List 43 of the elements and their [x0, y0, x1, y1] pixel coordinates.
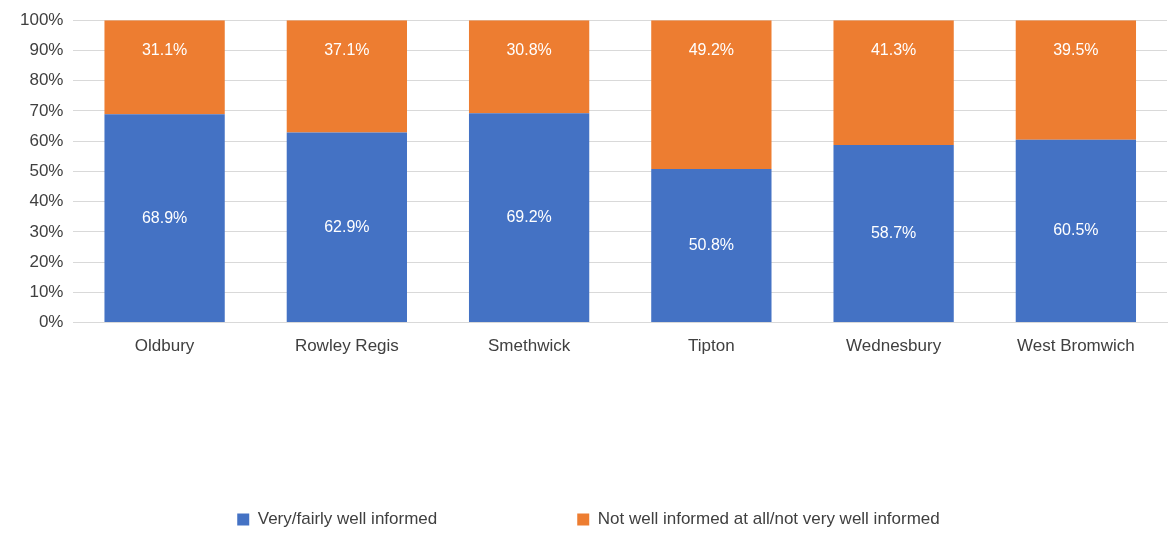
x-tick-label: Tipton: [688, 336, 735, 356]
bar: [833, 145, 954, 323]
legend-label: Very/fairly well informed: [257, 509, 438, 529]
y-tick-label: 20%: [29, 251, 64, 271]
bar: [286, 20, 407, 133]
bar: [651, 168, 772, 323]
y-tick-label: 90%: [29, 40, 64, 60]
data-label: 69.2%: [506, 208, 552, 226]
y-tick-label: 60%: [29, 130, 64, 150]
bar: [468, 20, 590, 114]
x-tick-label: Rowley Regis: [294, 336, 399, 356]
y-tick-label: 80%: [29, 70, 64, 90]
y-tick-label: 100%: [20, 9, 64, 29]
bar: [104, 114, 225, 323]
y-tick-label: 50%: [29, 161, 64, 181]
x-tick-label: Oldbury: [134, 336, 195, 356]
y-tick-label: 0%: [38, 312, 64, 332]
y-tick-label: 30%: [29, 221, 64, 241]
x-tick-label: West Bromwich: [1016, 336, 1135, 356]
y-tick-label: 70%: [29, 100, 64, 120]
y-tick-label: 10%: [29, 282, 64, 302]
bar: [833, 20, 954, 146]
bar: [468, 113, 590, 323]
data-label: 31.1%: [141, 40, 188, 58]
data-label: 30.8%: [506, 40, 552, 58]
data-label: 68.9%: [141, 208, 188, 226]
data-label: 60.5%: [1053, 221, 1099, 239]
y-tick-label: 40%: [29, 191, 64, 211]
data-label: 37.1%: [324, 40, 370, 58]
data-label: 58.7%: [870, 224, 917, 241]
data-label: 49.2%: [688, 40, 735, 58]
x-tick-label: Smethwick: [488, 336, 571, 356]
bar: [104, 20, 225, 115]
bar: [651, 20, 772, 169]
legend-label: Not well informed at all/not very well informed: [597, 509, 940, 529]
data-label: 62.9%: [324, 217, 370, 235]
bar: [1015, 139, 1137, 323]
data-label: 39.5%: [1053, 40, 1099, 58]
bar: [286, 132, 407, 323]
data-label: 50.8%: [688, 235, 735, 253]
data-label: 41.3%: [870, 40, 917, 58]
x-tick-label: Wednesbury: [846, 336, 942, 356]
bar: [1015, 20, 1137, 140]
